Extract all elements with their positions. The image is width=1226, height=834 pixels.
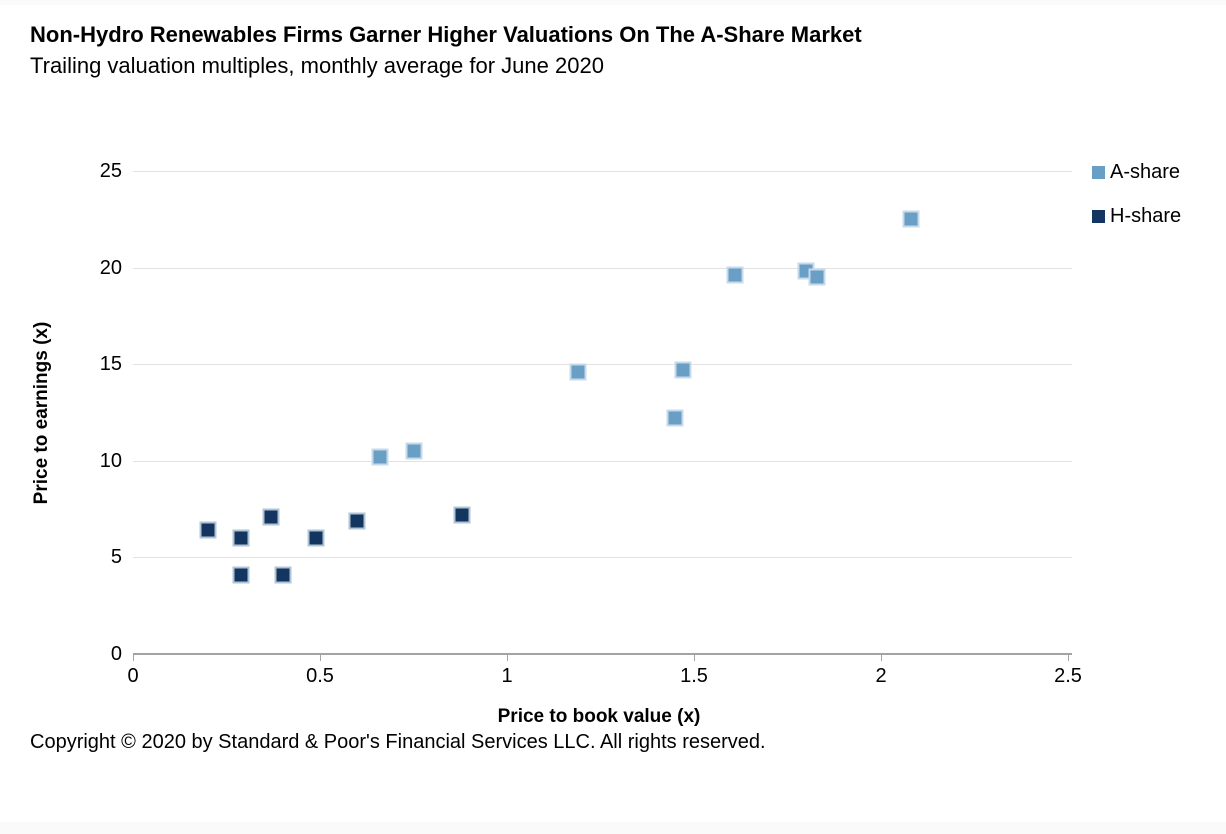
x-tick-label-1: 1 bbox=[501, 665, 513, 687]
y-tick-label-10: 10 bbox=[99, 449, 122, 472]
data-point-h-share bbox=[232, 566, 250, 584]
a-share-swatch-icon bbox=[1092, 165, 1105, 179]
data-point-h-share bbox=[199, 521, 217, 539]
x-tick-0 bbox=[133, 655, 134, 661]
x-tick-label-0.5: 0.5 bbox=[306, 665, 334, 687]
data-point-h-share bbox=[348, 512, 366, 530]
copyright-notice: Copyright © 2020 by Standard & Poor's Fi… bbox=[30, 731, 766, 753]
data-point-h-share bbox=[262, 508, 280, 526]
data-point-a-share bbox=[405, 442, 422, 460]
legend-label-a-share: A-share bbox=[1110, 161, 1181, 183]
chart-subtitle: Trailing valuation multiples, monthly av… bbox=[30, 53, 604, 78]
gridline-y-20 bbox=[133, 267, 1072, 269]
legend-item-a-share: A-share bbox=[1092, 161, 1181, 183]
x-tick-label-2: 2 bbox=[875, 665, 887, 687]
data-point-h-share bbox=[453, 506, 471, 524]
gridline-y-5 bbox=[133, 557, 1072, 559]
data-point-h-share bbox=[307, 529, 325, 547]
x-tick-1 bbox=[507, 655, 508, 661]
data-point-a-share bbox=[902, 210, 920, 228]
y-axis-title: Price to earnings (x) bbox=[31, 321, 52, 505]
x-tick-0.5 bbox=[320, 655, 321, 661]
y-tick-label-15: 15 bbox=[99, 353, 122, 376]
chart-title: Non-Hydro Renewables Firms Garner Higher… bbox=[30, 22, 862, 47]
x-tick-2 bbox=[881, 655, 882, 661]
data-point-a-share bbox=[569, 363, 587, 381]
gridline-y-25 bbox=[133, 171, 1072, 172]
gridline-y-10 bbox=[133, 460, 1072, 462]
y-tick-label-20: 20 bbox=[99, 256, 122, 279]
x-axis-title: Price to book value (x) bbox=[497, 706, 701, 727]
x-tick-label-0: 0 bbox=[127, 665, 139, 687]
gridline-y-15 bbox=[133, 364, 1072, 366]
data-point-h-share bbox=[274, 566, 292, 584]
y-tick-label-25: 25 bbox=[99, 160, 122, 182]
legend-item-h-share: H-share bbox=[1092, 205, 1181, 227]
chart-header: Non-Hydro Renewables Firms Garner Higher… bbox=[30, 22, 862, 79]
data-point-a-share bbox=[808, 268, 826, 286]
page-bottom-edge bbox=[0, 822, 1226, 834]
data-point-a-share bbox=[371, 448, 389, 466]
legend-label-h-share: H-share bbox=[1110, 205, 1182, 227]
data-point-a-share bbox=[726, 266, 744, 284]
x-tick-label-2.5: 2.5 bbox=[1054, 665, 1082, 687]
x-tick-1.5 bbox=[694, 655, 695, 661]
x-tick-2.5 bbox=[1068, 655, 1069, 661]
x-axis-line bbox=[133, 653, 1072, 655]
data-point-h-share bbox=[232, 529, 250, 547]
chart-legend: A-share H-share bbox=[1092, 161, 1181, 249]
data-point-a-share bbox=[674, 361, 692, 379]
h-share-swatch-icon bbox=[1092, 209, 1105, 223]
y-tick-label-0: 0 bbox=[110, 643, 122, 665]
data-point-a-share bbox=[666, 409, 684, 427]
page-top-edge bbox=[0, 0, 1226, 5]
y-tick-label-5: 5 bbox=[110, 546, 122, 569]
x-tick-label-1.5: 1.5 bbox=[680, 665, 708, 687]
